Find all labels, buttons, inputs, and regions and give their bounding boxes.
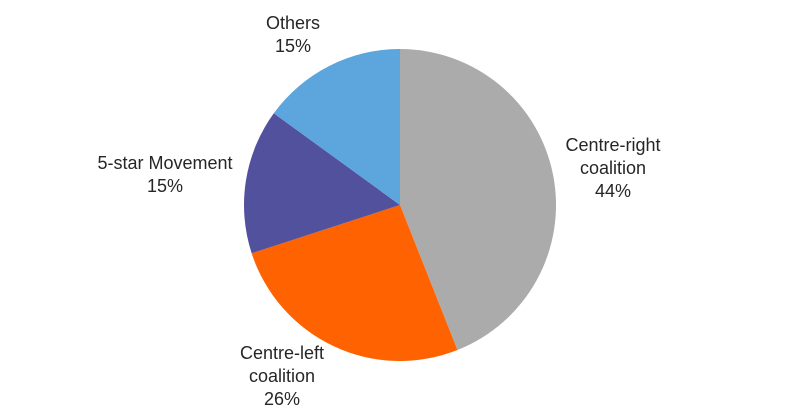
slice-label-centre-left-pct: 26% <box>263 389 301 409</box>
slice-label-centre-right-name: Centre-right coalition <box>565 135 661 178</box>
slice-label-others-name: Others <box>265 13 321 33</box>
pie-slice-centre-left-coalition <box>251 205 458 362</box>
slice-label-5star-movement-pct: 15% <box>146 176 184 196</box>
slice-label-others: Others 15% <box>223 12 363 58</box>
slice-label-centre-right-pct: 44% <box>594 181 632 201</box>
slice-label-centre-left-name: Centre-left coalition <box>239 343 325 386</box>
pie-slice-others <box>273 49 400 205</box>
slice-label-centre-left: Centre-left coalition 26% <box>216 342 348 411</box>
pie-slice-centre-right-coalition <box>400 49 557 351</box>
slice-label-5star-movement: 5-star Movement 15% <box>60 152 270 198</box>
slice-label-others-pct: 15% <box>274 36 312 56</box>
pie-slice-5-star-movement <box>244 113 400 254</box>
slice-label-5star-movement-name: 5-star Movement <box>97 153 233 173</box>
slice-label-centre-right: Centre-right coalition 44% <box>547 134 679 203</box>
